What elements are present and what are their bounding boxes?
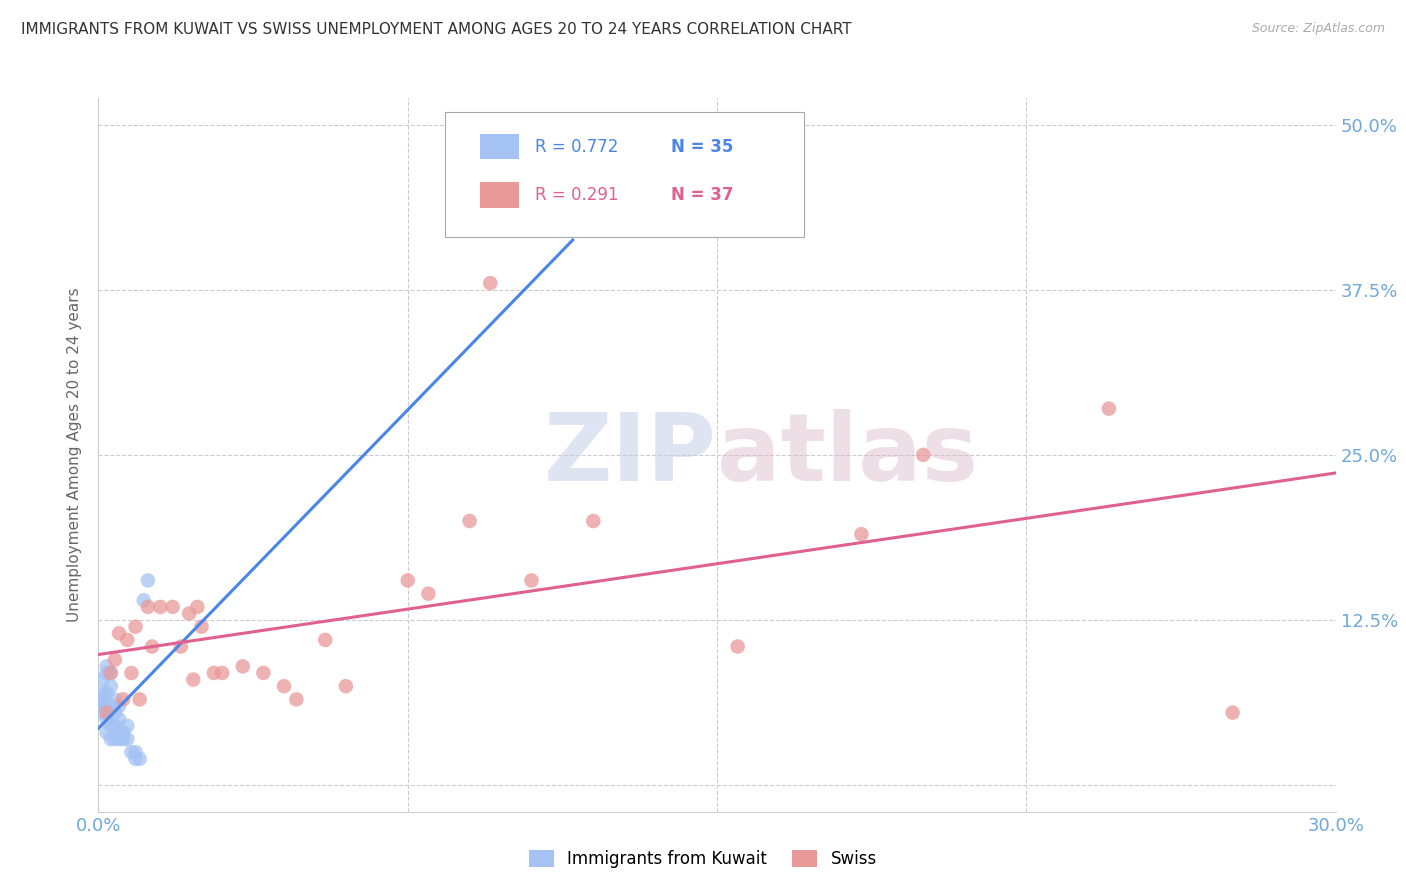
Point: [100, 665, 122, 680]
Point: [285, 692, 308, 706]
Point: [91, 686, 114, 700]
Point: [335, 679, 357, 693]
Point: [479, 276, 502, 290]
Point: [96, 665, 118, 680]
Point: [96, 725, 118, 739]
Point: [91, 706, 114, 720]
Point: [124, 752, 146, 766]
Point: [112, 732, 135, 747]
Point: [582, 514, 605, 528]
Point: [108, 698, 131, 713]
Text: atlas: atlas: [717, 409, 979, 501]
Point: [104, 692, 127, 706]
Point: [117, 632, 139, 647]
Point: [96, 706, 118, 720]
Point: [1098, 401, 1121, 416]
Point: [91, 698, 114, 713]
Point: [136, 574, 159, 588]
Point: [727, 640, 749, 654]
Point: [112, 725, 135, 739]
Point: [100, 665, 122, 680]
Point: [124, 620, 146, 634]
Point: [232, 659, 254, 673]
Point: [100, 679, 122, 693]
Point: [124, 745, 146, 759]
Point: [104, 732, 127, 747]
Point: [252, 665, 274, 680]
Point: [273, 679, 295, 693]
Point: [170, 640, 193, 654]
Point: [96, 686, 118, 700]
Point: [108, 712, 131, 726]
Point: [104, 719, 127, 733]
Text: N = 35: N = 35: [671, 137, 734, 155]
Point: [202, 665, 225, 680]
Text: IMMIGRANTS FROM KUWAIT VS SWISS UNEMPLOYMENT AMONG AGES 20 TO 24 YEARS CORRELATI: IMMIGRANTS FROM KUWAIT VS SWISS UNEMPLOY…: [21, 22, 852, 37]
Y-axis label: Unemployment Among Ages 20 to 24 years: Unemployment Among Ages 20 to 24 years: [67, 287, 83, 623]
Point: [520, 574, 543, 588]
Point: [100, 719, 122, 733]
Text: ZIP: ZIP: [544, 409, 717, 501]
Point: [104, 706, 127, 720]
Text: R = 0.291: R = 0.291: [536, 186, 619, 204]
Point: [117, 719, 139, 733]
Point: [91, 673, 114, 687]
Point: [108, 626, 131, 640]
FancyBboxPatch shape: [444, 112, 804, 237]
FancyBboxPatch shape: [479, 182, 519, 208]
Point: [561, 223, 583, 237]
Point: [912, 448, 935, 462]
Point: [418, 587, 440, 601]
Point: [108, 725, 131, 739]
Point: [162, 599, 184, 614]
Point: [190, 620, 212, 634]
Point: [104, 653, 127, 667]
Point: [1222, 706, 1244, 720]
Point: [128, 752, 150, 766]
Point: [128, 692, 150, 706]
Point: [458, 514, 481, 528]
Text: Source: ZipAtlas.com: Source: ZipAtlas.com: [1251, 22, 1385, 36]
Point: [211, 665, 233, 680]
Point: [851, 527, 873, 541]
Point: [100, 698, 122, 713]
Legend: Immigrants from Kuwait, Swiss: Immigrants from Kuwait, Swiss: [523, 843, 883, 875]
Point: [96, 659, 118, 673]
Point: [120, 745, 142, 759]
Point: [141, 640, 163, 654]
Point: [96, 712, 118, 726]
Point: [132, 593, 155, 607]
Text: R = 0.772: R = 0.772: [536, 137, 619, 155]
Point: [100, 732, 122, 747]
Point: [108, 732, 131, 747]
Point: [96, 698, 118, 713]
Point: [181, 673, 204, 687]
Point: [120, 665, 142, 680]
Point: [91, 692, 114, 706]
Point: [179, 607, 201, 621]
Point: [117, 732, 139, 747]
Text: N = 37: N = 37: [671, 186, 734, 204]
Point: [314, 632, 336, 647]
Point: [186, 599, 208, 614]
Point: [112, 692, 135, 706]
FancyBboxPatch shape: [479, 134, 519, 160]
Point: [396, 574, 419, 588]
Point: [136, 599, 159, 614]
Point: [149, 599, 172, 614]
